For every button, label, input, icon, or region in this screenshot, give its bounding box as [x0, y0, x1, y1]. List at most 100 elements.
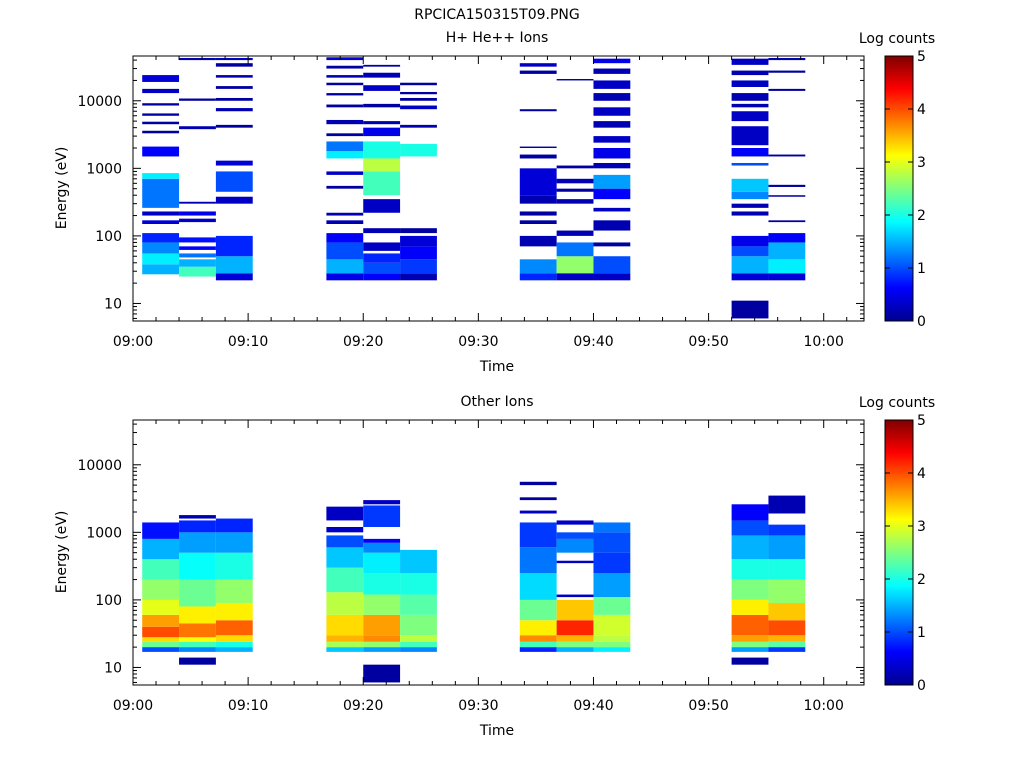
heatmap-cell — [142, 242, 180, 254]
heatmap-cell — [215, 647, 253, 652]
x-tick-label: 10:00 — [804, 698, 844, 714]
colorbar-tick-label: 0 — [917, 678, 926, 694]
heatmap-cell — [731, 211, 769, 216]
heatmap-cell — [519, 70, 557, 74]
heatmap-cell — [593, 80, 631, 89]
heatmap-cell — [768, 220, 806, 223]
heatmap-cell — [363, 199, 401, 213]
heatmap-cell — [593, 552, 631, 574]
heatmap-cell — [519, 635, 557, 642]
heatmap-cell — [142, 559, 180, 580]
heatmap-cell — [593, 58, 631, 64]
heatmap-cell — [400, 91, 437, 95]
heatmap-cell — [179, 552, 216, 580]
heatmap-cell — [768, 195, 806, 197]
heatmap-cell — [326, 641, 364, 648]
heatmap-cell — [326, 506, 364, 521]
heatmap-cell — [179, 218, 216, 223]
colorbar-ticks: 0 1 2 3 4 5 — [885, 49, 926, 330]
heatmap-cell — [142, 130, 180, 134]
heatmap-cell — [142, 173, 180, 179]
y-axis-label: Energy (eV) — [54, 511, 70, 594]
heatmap-cell — [400, 273, 437, 281]
colorbar-tick-label: 5 — [917, 49, 926, 65]
heatmap-cell — [768, 559, 806, 580]
heatmap-cell — [519, 259, 557, 274]
heatmap-cell — [215, 75, 253, 78]
x-tick-labels: 09:00 09:10 09:20 09:30 09:40 09:50 10:00 — [113, 698, 844, 714]
heatmap-cell — [363, 121, 401, 125]
heatmap-cell — [179, 532, 216, 553]
heatmap-cell — [326, 119, 364, 125]
heatmap-cell — [179, 98, 216, 101]
heatmap-cell — [215, 273, 253, 281]
heatmap-cell — [731, 579, 769, 600]
heatmap-cell — [326, 233, 364, 243]
heatmap-cell — [142, 579, 180, 600]
heatmap-cell — [731, 70, 769, 76]
heatmap-cell — [179, 606, 216, 624]
colorbar-tick-label: 0 — [917, 314, 926, 330]
heatmap-cell — [400, 641, 437, 648]
heatmap-cell — [768, 57, 806, 61]
heatmap-cell — [519, 510, 557, 514]
heatmap-cell — [326, 614, 364, 636]
heatmap-cell — [768, 647, 806, 652]
heatmap-cell — [593, 614, 631, 636]
heatmap-cell — [326, 104, 364, 108]
heatmap-cell — [363, 664, 401, 683]
heatmap-cell — [768, 524, 806, 536]
panel-h-he-ions: H+ He++ Ions 09:00 09:10 09:20 09:30 09:40 09… — [54, 30, 935, 375]
colorbar-tick-label: 2 — [917, 208, 926, 224]
heatmap-cell — [363, 127, 401, 137]
x-axis-label: Time — [479, 359, 514, 375]
heatmap-cell — [363, 647, 401, 652]
heatmap-cell — [142, 146, 180, 157]
colorbar-tick-label: 1 — [917, 625, 926, 641]
heatmap-cell — [731, 58, 769, 65]
heatmap-cell — [731, 635, 769, 642]
heatmap-cell — [768, 641, 806, 648]
x-tick-label: 09:20 — [343, 334, 383, 350]
heatmap-cell — [179, 126, 216, 130]
heatmap-cell — [142, 538, 180, 560]
heatmap-cell — [179, 259, 216, 267]
x-tick-label: 09:00 — [113, 334, 153, 350]
heatmap-cell — [731, 80, 769, 87]
heatmap-cell — [519, 220, 557, 224]
heatmap-cell — [215, 196, 253, 204]
heatmap-cell — [400, 549, 437, 574]
heatmap-cell — [363, 228, 401, 234]
panel-title: H+ He++ Ions — [446, 30, 549, 46]
colorbar-tick-label: 3 — [917, 155, 926, 171]
heatmap-cell — [731, 504, 769, 521]
heatmap-cell — [215, 602, 253, 621]
x-axis-label: Time — [479, 723, 514, 739]
y-tick-label: 1000 — [86, 161, 122, 177]
heatmap-cell — [142, 88, 180, 94]
heatmap-cell — [363, 641, 401, 648]
heatmap-cell — [593, 136, 631, 143]
heatmap-cell — [363, 500, 401, 505]
heatmap-cell — [593, 188, 631, 200]
x-tick-label: 09:30 — [458, 334, 498, 350]
spectrogram-cells — [142, 57, 806, 319]
heatmap-cell — [363, 141, 401, 159]
heatmap-cell — [326, 75, 364, 78]
heatmap-cell — [731, 235, 769, 247]
heatmap-cell — [519, 547, 557, 574]
heatmap-cell — [593, 641, 631, 648]
heatmap-cell — [215, 108, 253, 112]
heatmap-cell — [519, 522, 557, 548]
colorbar — [884, 419, 914, 686]
heatmap-cell — [593, 220, 631, 231]
heatmap-cell — [519, 647, 557, 652]
panel-title: Other Ions — [460, 394, 533, 410]
heatmap-cell — [363, 614, 401, 636]
panel-other-ions: Other Ions 09:00 09:10 09:20 09:30 09:40 09:5… — [54, 394, 935, 739]
heatmap-cell — [593, 68, 631, 74]
heatmap-cell — [768, 273, 806, 281]
heatmap-cell — [519, 573, 557, 600]
heatmap-cell — [731, 246, 769, 257]
